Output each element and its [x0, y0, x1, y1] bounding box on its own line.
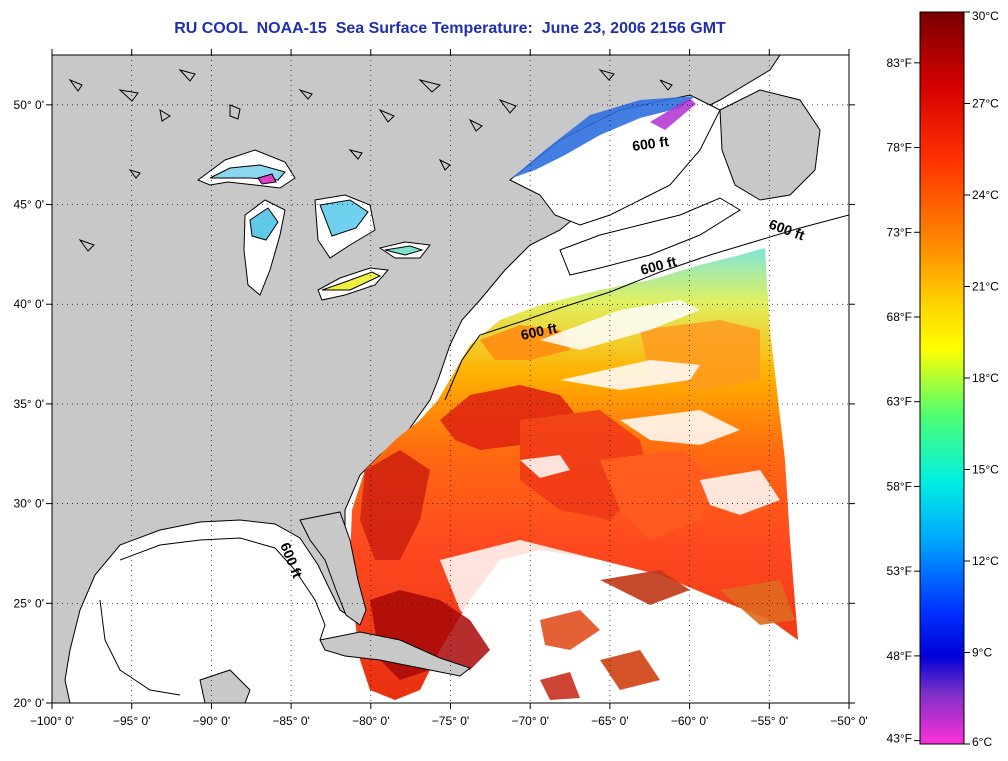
- nova-scotia-shelf: [559, 197, 741, 276]
- longitude-label: −60° 0': [671, 714, 708, 728]
- longitude-label: −90° 0': [193, 714, 230, 728]
- colorbar-fahrenheit-labels: 83°F 78°F 73°F 68°F 63°F 58°F 53°F 48°F 43°F: [887, 56, 912, 746]
- latitude-label: 50° 0': [14, 98, 44, 112]
- colorbar-ticks: [914, 11, 970, 745]
- longitude-label: −65° 0': [591, 714, 628, 728]
- small-lakes: [68, 69, 673, 252]
- colorbar-celsius-label: 12°C: [972, 554, 999, 568]
- isobath-label: 600 ft: [519, 320, 558, 343]
- colorbar-celsius-label: 30°C: [972, 9, 999, 23]
- colorbar-fahrenheit-label: 63°F: [887, 395, 912, 409]
- colorbar-fahrenheit-label: 58°F: [887, 479, 912, 493]
- newfoundland: [719, 89, 821, 201]
- colorbar-celsius-label: 18°C: [972, 371, 999, 385]
- colorbar-fahrenheit-label: 68°F: [887, 310, 912, 324]
- longitude-label: −100° 0': [30, 714, 74, 728]
- cuba: [319, 631, 472, 677]
- colorbar-fahrenheit-label: 53°F: [887, 564, 912, 578]
- longitude-labels: −100° 0' −95° 0' −90° 0' −85° 0' −80° 0' −75°…: [30, 714, 868, 728]
- colorbar-celsius-labels: 30°C 27°C 24°C 21°C 18°C 15°C 12°C 9°C 6°C: [972, 9, 999, 749]
- map-title: RU COOL NOAA-15 Sea Surface Temperature:…: [174, 20, 726, 37]
- latitude-label: 20° 0': [14, 696, 44, 710]
- southern-sst-patches: [540, 570, 795, 700]
- colorbar-celsius-label: 27°C: [972, 97, 999, 111]
- longitude-label: −75° 0': [432, 714, 469, 728]
- st-lawrence-sst: [512, 96, 695, 178]
- longitude-label: −50° 0': [830, 714, 867, 728]
- colorbar-celsius-label: 9°C: [972, 646, 992, 660]
- longitude-label: −70° 0': [511, 714, 548, 728]
- colorbar-celsius-label: 21°C: [972, 280, 999, 294]
- longitude-label: −85° 0': [272, 714, 309, 728]
- colorbar-fahrenheit-label: 48°F: [887, 649, 912, 663]
- colorbar-celsius-label: 6°C: [972, 735, 992, 749]
- latitude-labels: 50° 0' 45° 0' 40° 0' 35° 0' 30° 0' 25° 0' 20° …: [14, 98, 44, 710]
- axis-ticks: [46, 49, 855, 709]
- latitude-label: 35° 0': [14, 397, 44, 411]
- atlantic-shelf-contour: [444, 214, 849, 401]
- latitude-label: 40° 0': [14, 297, 44, 311]
- longitude-label: −80° 0': [352, 714, 389, 728]
- latitude-label: 25° 0': [14, 596, 44, 610]
- isobath-label: 600 ft: [631, 133, 670, 154]
- gulf-shelf-contour: [99, 537, 326, 696]
- map-area: [52, 55, 849, 703]
- colorbar-celsius-label: 15°C: [972, 463, 999, 477]
- latitude-label: 30° 0': [14, 497, 44, 511]
- colorbar-fahrenheit-label: 78°F: [887, 141, 912, 155]
- latitude-label: 45° 0': [14, 198, 44, 212]
- colorbar-fahrenheit-label: 83°F: [887, 56, 912, 70]
- colorbar-ramp: [919, 11, 965, 745]
- yucatan: [199, 669, 251, 703]
- colorbar: 30°C 27°C 24°C 21°C 18°C 15°C 12°C 9°C 6°C 83°F 7…: [887, 9, 1000, 749]
- longitude-label: −55° 0': [751, 714, 788, 728]
- longitude-label: −95° 0': [113, 714, 150, 728]
- colorbar-fahrenheit-label: 43°F: [887, 732, 912, 746]
- colorbar-fahrenheit-label: 73°F: [887, 225, 912, 239]
- great-lakes: [196, 149, 431, 301]
- graticule: [52, 55, 849, 703]
- colorbar-celsius-label: 24°C: [972, 188, 999, 202]
- florida: [299, 511, 367, 626]
